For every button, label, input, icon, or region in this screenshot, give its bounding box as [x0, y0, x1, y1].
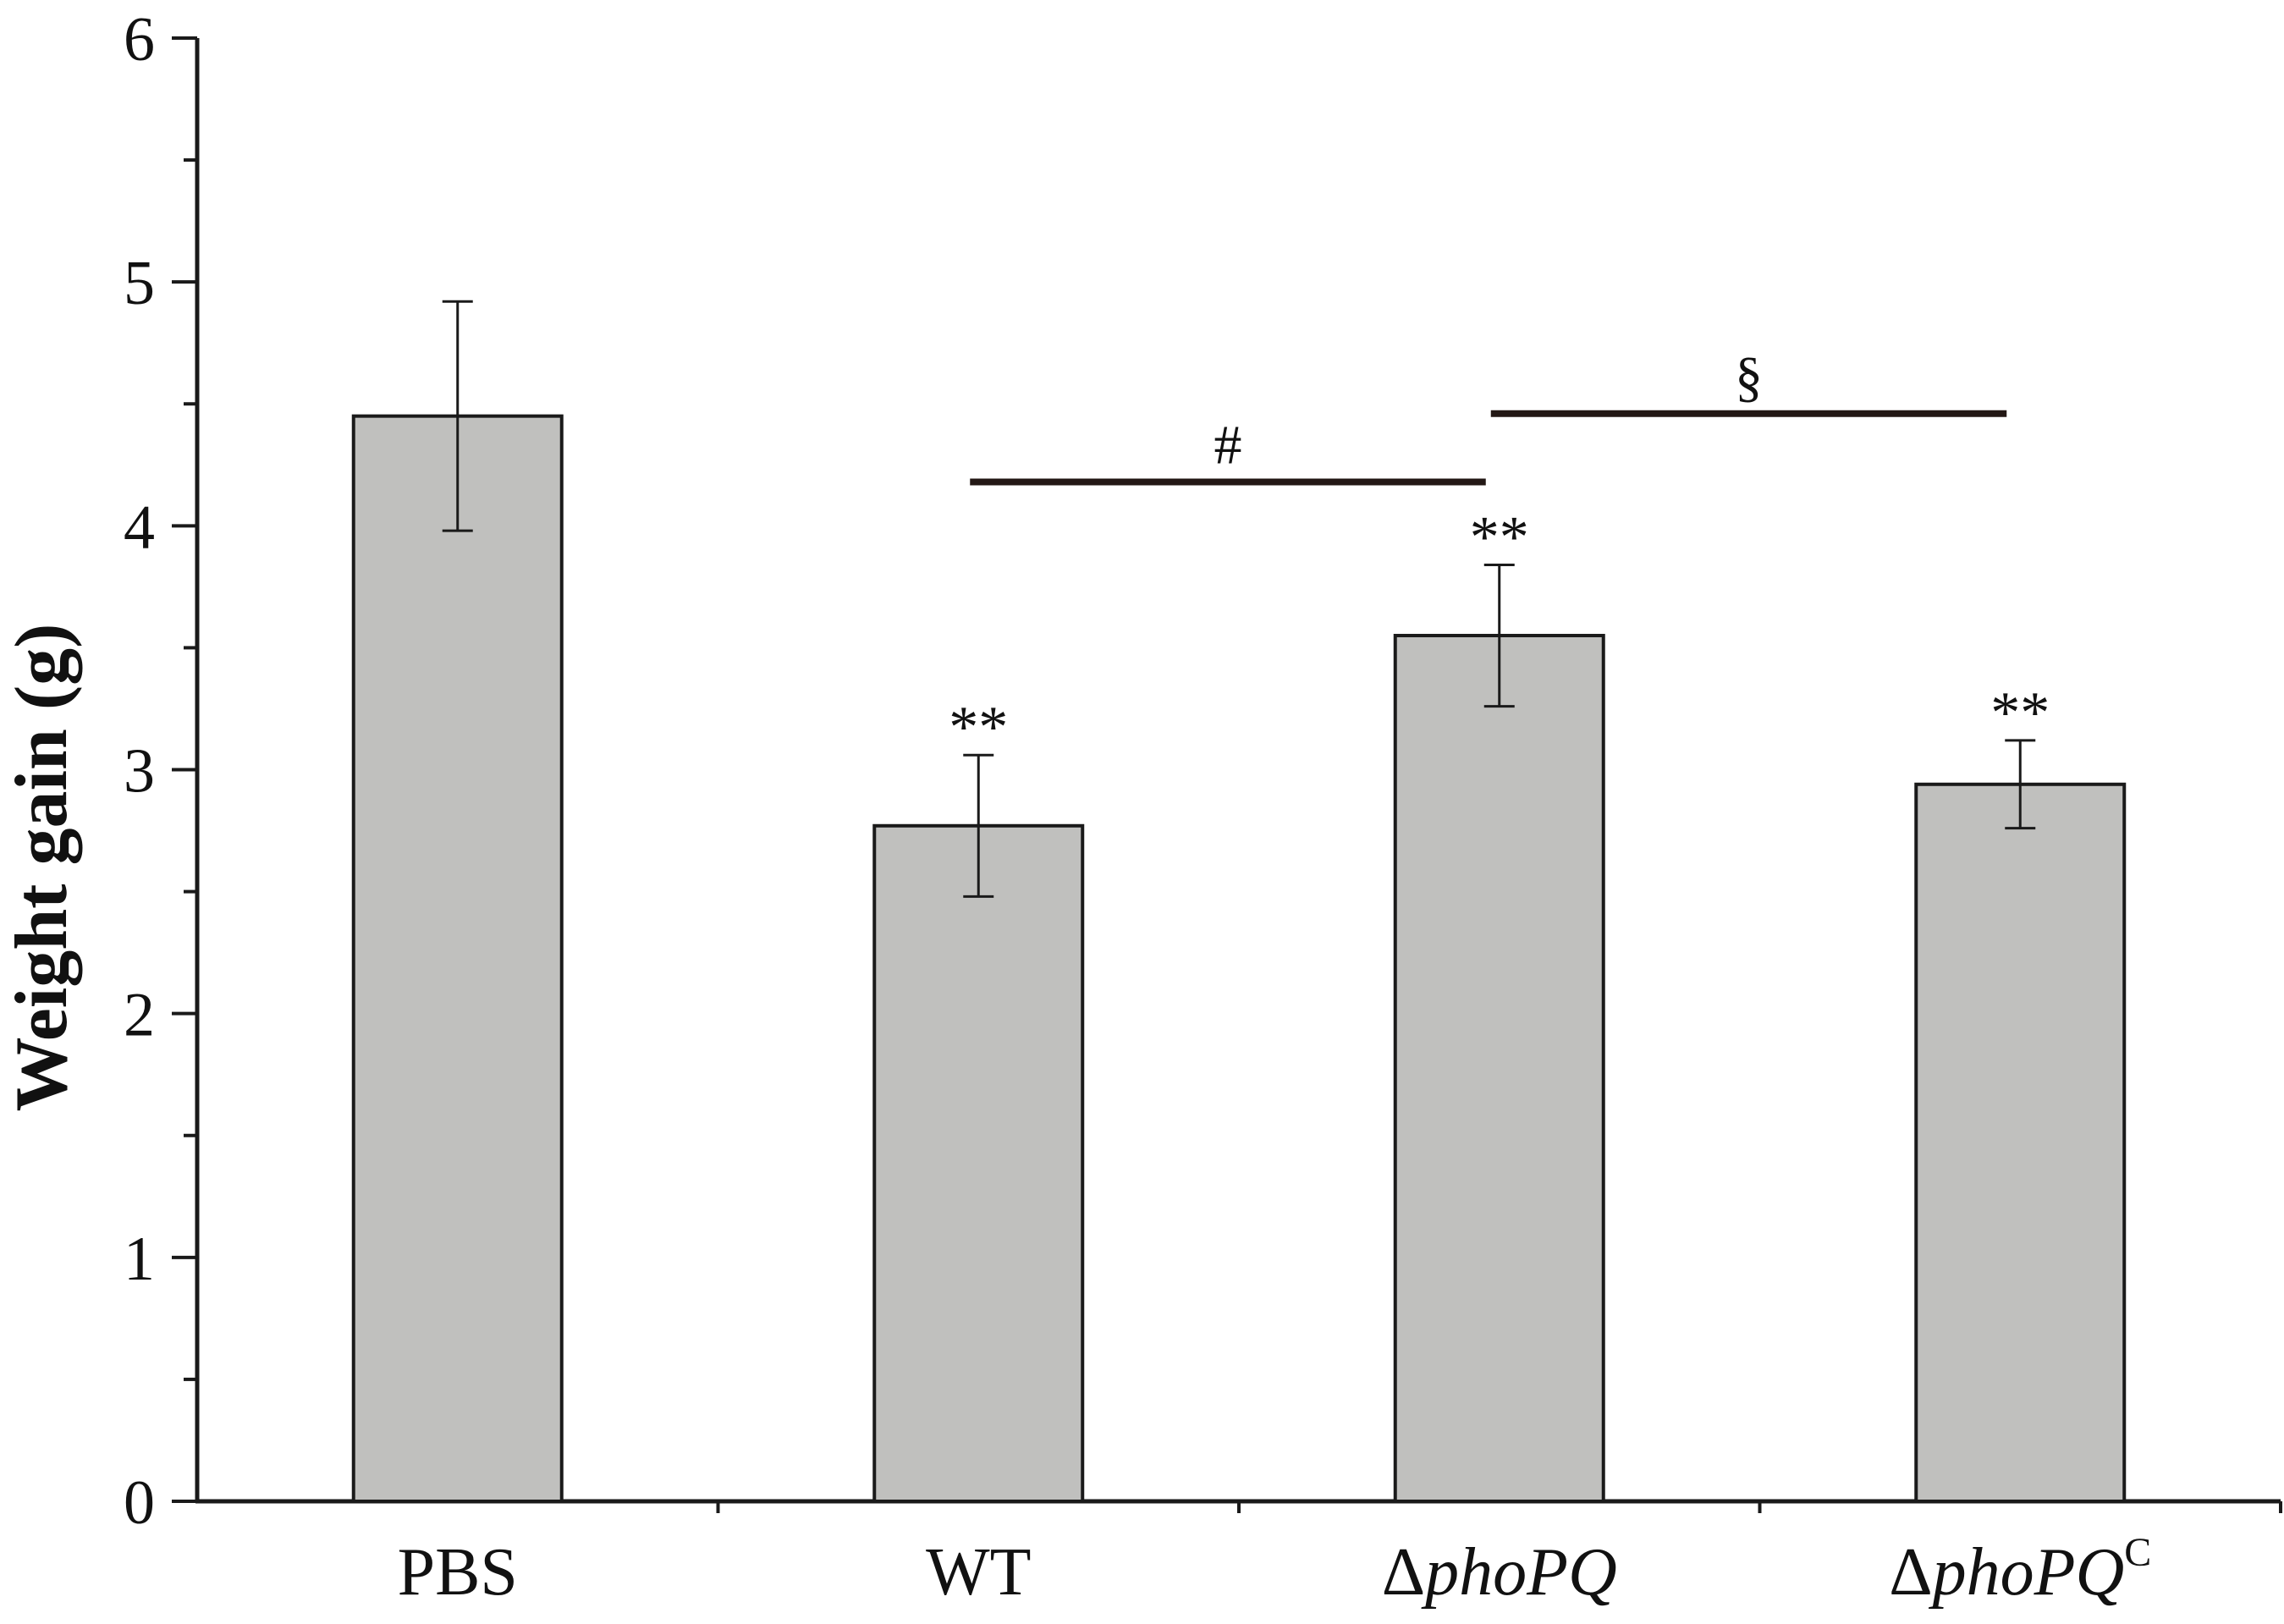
- x-tick-label-delta: Δ: [1382, 1535, 1425, 1610]
- bar: [1914, 782, 2127, 1503]
- x-tick-label-gene: phoPQ: [1929, 1535, 2125, 1610]
- x-tick-label-gene: phoPQ: [1421, 1535, 1617, 1610]
- x-tick-label-superscript: C: [2124, 1530, 2151, 1575]
- bars: [351, 414, 2127, 1503]
- annotations: ** ** ** # §: [949, 346, 2050, 760]
- y-tick-label: 0: [124, 1468, 155, 1538]
- y-tick-label: 6: [124, 5, 155, 74]
- error-bars: [442, 300, 2036, 898]
- y-tick-label: 2: [124, 981, 155, 1050]
- y-tick-label: 4: [124, 493, 155, 562]
- y-tick-label: 1: [124, 1225, 155, 1294]
- significance-label: §: [1735, 346, 1763, 408]
- significance-stars: **: [1470, 504, 1529, 570]
- bar: [351, 414, 564, 1503]
- x-tick-label-delta: Δ: [1889, 1535, 1932, 1610]
- significance-stars: **: [949, 695, 1008, 760]
- significance-stars: **: [1990, 680, 2050, 746]
- x-tick-label: ΔphoPQC: [1889, 1530, 2151, 1610]
- x-tick-label: WT: [926, 1535, 1031, 1610]
- x-tick-label: ΔphoPQ: [1382, 1535, 1617, 1610]
- y-tick-label: 5: [124, 249, 155, 318]
- y-tick-label: 3: [124, 737, 155, 806]
- x-tick-label: PBS: [398, 1535, 518, 1610]
- bar: [872, 823, 1085, 1503]
- bar: [1393, 634, 1605, 1503]
- x-tick-label-text: WT: [926, 1535, 1031, 1610]
- x-tick-label-text: PBS: [398, 1535, 518, 1610]
- y-axis-title: Weight gain (g): [1, 624, 83, 1112]
- significance-label: #: [1214, 414, 1242, 476]
